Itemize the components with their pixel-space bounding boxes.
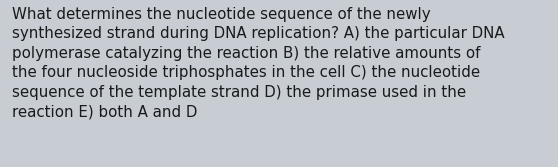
Text: What determines the nucleotide sequence of the newly
synthesized strand during D: What determines the nucleotide sequence …: [12, 7, 505, 119]
